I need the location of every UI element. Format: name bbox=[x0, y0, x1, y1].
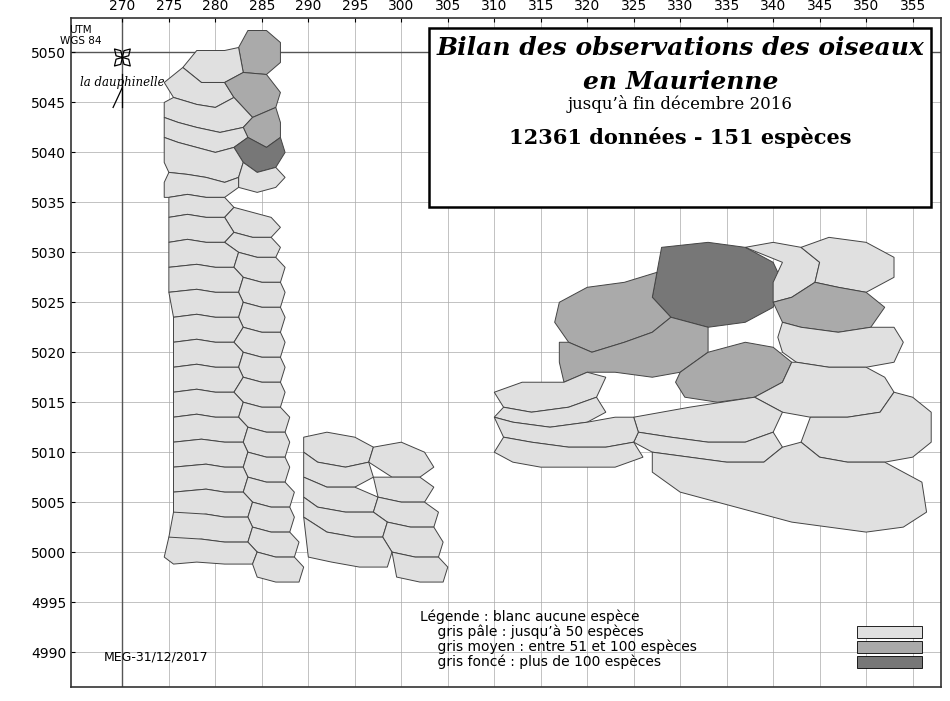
Polygon shape bbox=[174, 389, 243, 417]
Polygon shape bbox=[174, 464, 248, 492]
Polygon shape bbox=[174, 314, 243, 342]
Text: la dauphinelle: la dauphinelle bbox=[80, 76, 164, 89]
Polygon shape bbox=[238, 31, 280, 74]
Polygon shape bbox=[164, 97, 253, 132]
Bar bbox=[429, 27, 931, 207]
Polygon shape bbox=[238, 402, 290, 433]
Text: Bilan des observations des oiseaux: Bilan des observations des oiseaux bbox=[436, 36, 924, 60]
Polygon shape bbox=[373, 497, 439, 527]
Polygon shape bbox=[392, 552, 447, 582]
Polygon shape bbox=[555, 272, 671, 353]
Polygon shape bbox=[675, 342, 791, 402]
Polygon shape bbox=[304, 517, 392, 567]
Polygon shape bbox=[634, 397, 783, 442]
Text: gris foncé : plus de 100 espèces: gris foncé : plus de 100 espèces bbox=[420, 655, 661, 669]
Polygon shape bbox=[164, 537, 257, 564]
Text: jusqu’à fin décembre 2016: jusqu’à fin décembre 2016 bbox=[568, 95, 792, 114]
Polygon shape bbox=[801, 393, 931, 462]
Polygon shape bbox=[169, 194, 234, 217]
Polygon shape bbox=[224, 232, 280, 257]
Text: UTM
WGS 84: UTM WGS 84 bbox=[60, 25, 102, 46]
Bar bbox=[857, 626, 921, 638]
Polygon shape bbox=[224, 207, 280, 238]
Polygon shape bbox=[174, 414, 248, 442]
Polygon shape bbox=[243, 107, 280, 147]
Polygon shape bbox=[373, 477, 434, 502]
Polygon shape bbox=[164, 172, 238, 198]
Polygon shape bbox=[243, 427, 290, 457]
Polygon shape bbox=[164, 67, 234, 107]
Polygon shape bbox=[174, 489, 253, 517]
Text: gris pâle : jusqu’à 50 espèces: gris pâle : jusqu’à 50 espèces bbox=[420, 625, 644, 639]
Polygon shape bbox=[174, 440, 248, 467]
Polygon shape bbox=[234, 327, 285, 358]
Polygon shape bbox=[304, 497, 388, 537]
Polygon shape bbox=[248, 527, 299, 557]
Polygon shape bbox=[773, 283, 884, 332]
Polygon shape bbox=[304, 433, 373, 467]
Text: Légende : blanc aucune espèce: Légende : blanc aucune espèce bbox=[420, 610, 639, 625]
Polygon shape bbox=[234, 377, 285, 407]
Polygon shape bbox=[234, 252, 285, 283]
Polygon shape bbox=[634, 433, 783, 462]
Polygon shape bbox=[164, 137, 243, 182]
Bar bbox=[857, 641, 921, 653]
Text: 12361 données - 151 espèces: 12361 données - 151 espèces bbox=[509, 127, 851, 148]
Polygon shape bbox=[238, 278, 285, 307]
Polygon shape bbox=[224, 72, 280, 118]
Polygon shape bbox=[494, 397, 606, 427]
Polygon shape bbox=[560, 318, 708, 382]
Polygon shape bbox=[494, 437, 643, 467]
Polygon shape bbox=[383, 522, 443, 557]
Polygon shape bbox=[248, 502, 294, 532]
Bar bbox=[857, 656, 921, 668]
Polygon shape bbox=[169, 512, 253, 542]
Polygon shape bbox=[745, 243, 820, 302]
Text: gris moyen : entre 51 et 100 espèces: gris moyen : entre 51 et 100 espèces bbox=[420, 640, 696, 654]
Polygon shape bbox=[243, 452, 290, 482]
Polygon shape bbox=[778, 322, 903, 367]
Polygon shape bbox=[494, 372, 606, 412]
Polygon shape bbox=[169, 290, 243, 318]
Polygon shape bbox=[238, 163, 285, 192]
Polygon shape bbox=[234, 137, 285, 172]
Polygon shape bbox=[304, 477, 378, 512]
Text: MEG-31/12/2017: MEG-31/12/2017 bbox=[104, 651, 208, 664]
Polygon shape bbox=[369, 442, 434, 477]
Polygon shape bbox=[253, 552, 304, 582]
Text: en Maurienne: en Maurienne bbox=[582, 71, 778, 95]
Polygon shape bbox=[169, 215, 234, 243]
Polygon shape bbox=[182, 48, 243, 83]
Polygon shape bbox=[174, 365, 243, 393]
Polygon shape bbox=[304, 452, 373, 487]
Polygon shape bbox=[164, 118, 248, 152]
Polygon shape bbox=[169, 239, 238, 267]
Polygon shape bbox=[494, 417, 638, 447]
Polygon shape bbox=[653, 243, 783, 327]
Polygon shape bbox=[754, 362, 894, 417]
Polygon shape bbox=[243, 477, 294, 507]
Polygon shape bbox=[238, 302, 285, 332]
Polygon shape bbox=[801, 238, 894, 292]
Polygon shape bbox=[169, 264, 243, 292]
Polygon shape bbox=[653, 442, 926, 532]
Polygon shape bbox=[238, 353, 285, 382]
Polygon shape bbox=[174, 339, 243, 367]
